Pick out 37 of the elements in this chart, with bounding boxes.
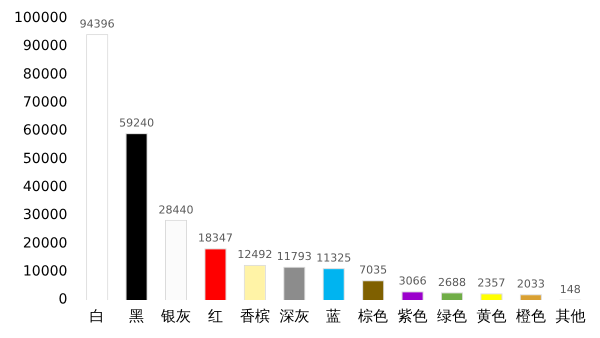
- data-label: 18347: [198, 232, 233, 245]
- y-tick-label: 80000: [22, 66, 68, 82]
- data-label: 11325: [316, 251, 352, 264]
- x-tick-label: 绿色: [437, 306, 468, 325]
- data-label: 7035: [359, 264, 388, 277]
- y-tick-label: 50000: [22, 150, 68, 167]
- data-label: 2357: [477, 276, 506, 290]
- x-tick-label: 橙色: [516, 306, 546, 325]
- x-tick-label: 紫色: [398, 306, 428, 325]
- data-label: 59240: [119, 116, 154, 130]
- data-label: 2688: [438, 276, 466, 289]
- data-label: 148: [560, 282, 581, 296]
- x-tick-label: 黄色: [476, 306, 506, 325]
- y-tick-label: 40000: [22, 179, 68, 195]
- x-tick-label: 黑: [129, 306, 144, 325]
- y-tick-label: 10000: [22, 263, 68, 280]
- x-tick-label: 银灰: [160, 306, 192, 325]
- x-tick-label: 棕色: [358, 306, 388, 325]
- y-tick-label: 0: [58, 292, 68, 308]
- x-tick-label: 白: [90, 306, 105, 325]
- y-tick-label: 20000: [22, 235, 68, 252]
- x-tick-label: 其他: [555, 306, 586, 325]
- x-tick-label: 香槟: [240, 306, 270, 325]
- data-label: 2033: [516, 278, 545, 291]
- x-tick-label: 深灰: [279, 306, 310, 325]
- y-tick-label: 90000: [22, 38, 68, 54]
- data-label: 12492: [237, 248, 272, 262]
- data-label: 94396: [80, 18, 115, 31]
- data-label: 3066: [398, 274, 427, 288]
- y-tick-label: 70000: [22, 94, 68, 111]
- y-tick-label: 30000: [22, 207, 68, 224]
- data-label: 28440: [158, 203, 194, 216]
- x-tick-label: 蓝: [326, 306, 342, 325]
- y-tick-label: 100000: [14, 10, 68, 26]
- y-tick-label: 60000: [22, 122, 68, 139]
- data-label: 11793: [276, 250, 312, 264]
- x-tick-label: 红: [208, 306, 223, 325]
